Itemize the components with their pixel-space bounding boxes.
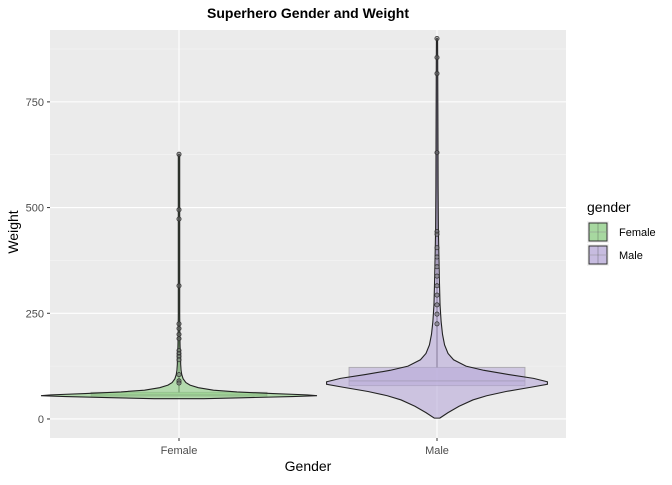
outlier-point xyxy=(434,71,440,77)
outlier-point xyxy=(434,54,440,60)
chart-title: Superhero Gender and Weight xyxy=(207,5,409,21)
outlier-point xyxy=(434,302,440,308)
outlier-point xyxy=(176,372,182,378)
outlier-point xyxy=(176,216,182,222)
x-axis-label: Gender xyxy=(285,458,332,474)
x-tick-label: Male xyxy=(425,445,449,457)
outlier-point xyxy=(176,380,182,386)
x-tick-label: Female xyxy=(161,445,198,457)
outlier-point xyxy=(176,207,182,213)
outlier-point xyxy=(434,245,440,251)
y-tick-label: 500 xyxy=(26,203,44,215)
outlier-point xyxy=(434,150,440,156)
y-tick-label: 0 xyxy=(38,414,44,426)
y-tick-label: 250 xyxy=(26,308,44,320)
outlier-point xyxy=(176,331,182,337)
outlier-point xyxy=(176,151,182,157)
outlier-point xyxy=(176,357,182,363)
y-tick-label: 750 xyxy=(26,97,44,109)
outlier-point xyxy=(434,311,440,317)
series-female xyxy=(40,151,318,400)
outlier-point xyxy=(434,231,440,237)
outlier-point xyxy=(434,292,440,298)
outlier-point xyxy=(176,283,182,289)
outlier-point xyxy=(434,283,440,289)
series-male xyxy=(326,35,548,419)
outlier-point xyxy=(434,273,440,279)
legend-title: gender xyxy=(587,199,631,215)
outlier-point xyxy=(434,264,440,270)
outlier-point xyxy=(176,336,182,342)
outlier-point xyxy=(434,35,440,41)
outlier-point xyxy=(176,321,182,327)
legend-label: Female xyxy=(619,227,656,239)
outlier-point xyxy=(434,321,440,327)
legend-label: Male xyxy=(619,250,643,262)
outlier-point xyxy=(434,254,440,260)
y-axis-label: Weight xyxy=(5,210,21,253)
outlier-point xyxy=(176,325,182,331)
